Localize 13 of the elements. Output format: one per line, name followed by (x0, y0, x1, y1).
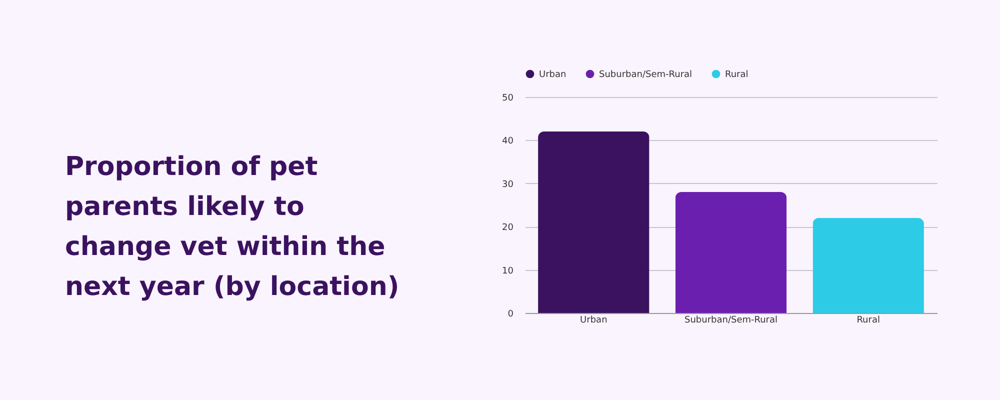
legend-label: Suburban/Sem-Rural (599, 70, 692, 80)
y-tick-label: 40 (502, 136, 514, 147)
y-tick-label: 20 (502, 223, 514, 234)
legend-label: Rural (725, 70, 748, 80)
y-tick-label: 10 (502, 266, 514, 276)
y-tick-label: 50 (502, 94, 514, 104)
text: Proportion of pet parents likely to change vet within the next year (by location) (65, 152, 400, 302)
x-tick-label: Suburban/Sem-Rural (684, 316, 778, 326)
y-tick-label: 30 (502, 180, 514, 190)
y-tick-label: 0 (508, 310, 514, 320)
x-tick-label: Urban (580, 316, 608, 326)
x-tick-label: Rural (856, 316, 880, 326)
legend-label: Urban (539, 70, 566, 80)
